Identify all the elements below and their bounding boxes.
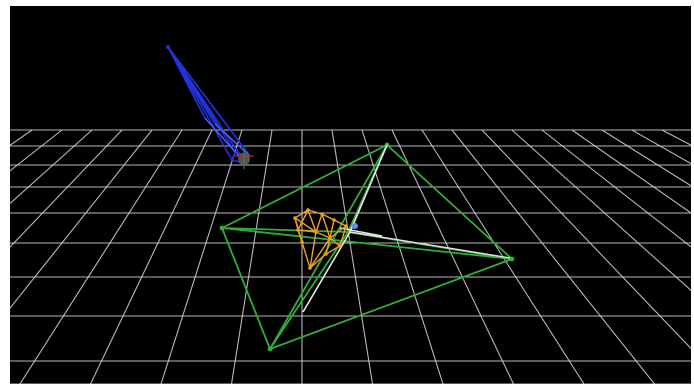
cluster-edge [301,241,311,269]
cluster-vertex [320,212,324,216]
white-edges [302,144,511,313]
cluster-edge [315,231,331,239]
pyramid-edge [221,227,513,260]
cluster-edge [307,209,323,215]
grid-line-vertical [10,129,153,309]
frustum-edge [167,46,251,157]
frustum-apex [166,45,170,49]
pyramid-edge [269,258,513,350]
frustum-edge [167,46,216,125]
cluster-edge [333,219,347,227]
cluster-edge [329,219,335,239]
cluster-edge [325,237,331,255]
grid-line-vertical [230,129,273,384]
grid-line-vertical [661,129,691,146]
cluster-vertex [306,208,310,212]
cluster-edge [297,229,303,243]
white-edge [339,227,383,237]
cluster-vertex [338,244,342,248]
pyramid-vertex [267,346,273,352]
cluster-edge [297,229,317,233]
pyramid-edge [221,227,271,350]
grid-line-vertical [541,129,691,248]
cluster-edge [321,213,331,239]
grid-line-vertical [10,129,93,205]
cluster-vertex [344,224,348,228]
green-pyramid-wireframe[interactable] [219,142,515,352]
cluster-vertex [296,228,300,232]
cluster-edge [329,225,347,239]
cluster-edge [309,231,317,269]
grid-line-vertical [571,129,691,214]
cluster-edge [294,209,309,219]
cluster-vertex [293,216,297,220]
cluster-vertex [332,218,336,222]
blue-camera-frustum[interactable] [166,45,251,165]
cluster-edge [309,237,331,269]
pyramid-edge [221,227,349,233]
scene-canvas[interactable] [10,6,691,384]
cluster-edge [294,217,299,231]
grid-line-vertical [601,129,691,187]
grid-line-vertical [511,129,691,292]
cluster-vertex [324,252,328,256]
pyramid-vertex [509,256,515,262]
grid-line-vertical [451,129,655,384]
grid-line-vertical [10,129,63,172]
grid-line-vertical [331,129,374,384]
cluster-edge [315,213,323,233]
pyramid-edge [221,144,388,229]
grid-line-vertical [160,129,243,384]
frustum-edge [167,46,247,165]
cluster-edge [325,245,341,255]
white-edge [349,231,511,259]
cluster-edge [321,213,335,221]
cluster-vertex [314,230,318,234]
pyramid-edge [269,144,388,350]
grid-line-vertical [90,129,213,384]
white-node [352,223,358,229]
frustum-edge [231,151,236,161]
grid-line-vertical [391,129,514,384]
cluster-vertex [300,240,304,244]
cluster-vertex [328,236,332,240]
grid-line-vertical [10,129,123,248]
cluster-edge [297,209,309,231]
grid-line-vertical [631,129,691,165]
3d-viewport[interactable] [10,6,691,384]
grid-line-vertical [481,129,691,350]
grid-line-vertical [19,129,183,384]
pyramid-edge [386,144,513,260]
white-edge [302,231,351,313]
cluster-edge [309,253,327,269]
pyramid-edge [269,231,349,350]
floor-grid [10,129,691,384]
cluster-vertex [308,266,312,270]
orange-cluster-wireframe[interactable] [293,208,348,270]
frustum-edge [167,46,206,119]
origin-marker[interactable] [234,149,254,169]
pyramid-vertex [219,225,225,231]
white-edge [349,144,388,233]
cluster-edge [307,209,317,233]
cluster-edge [329,237,341,247]
cluster-edge [339,225,347,247]
cluster-edge [294,217,317,233]
